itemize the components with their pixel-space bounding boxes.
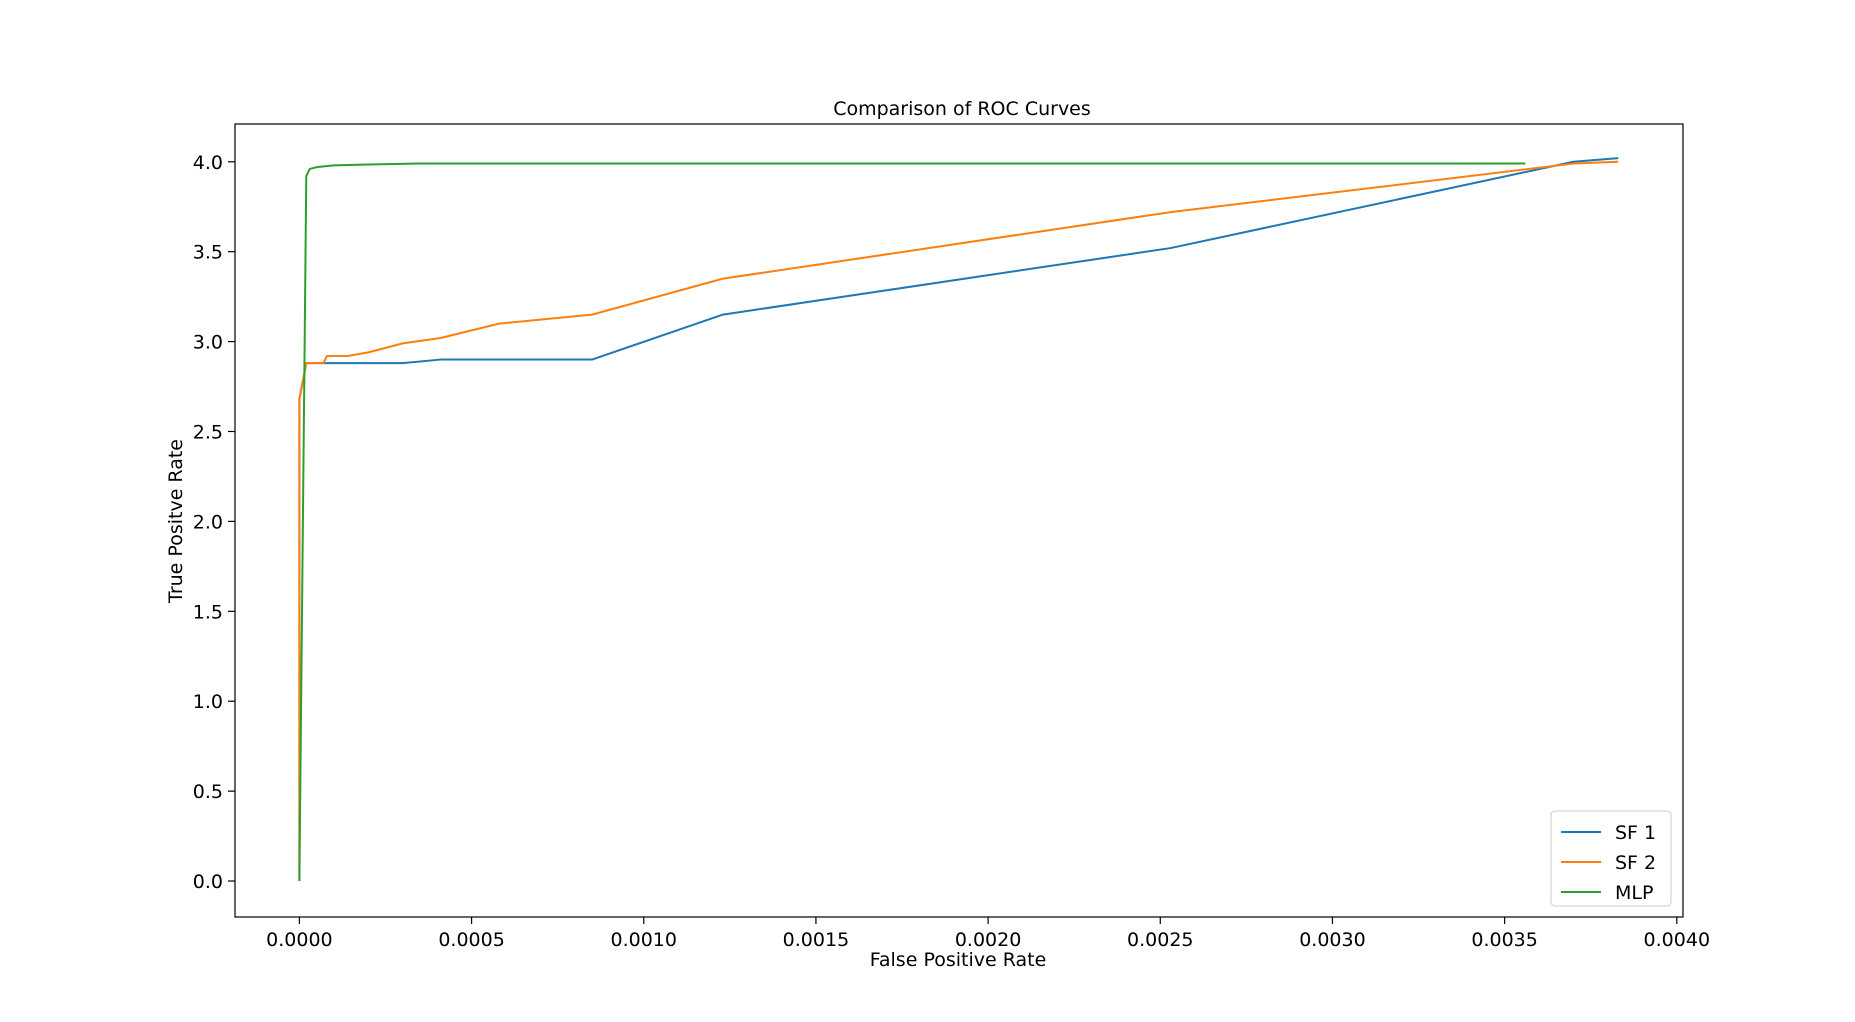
x-tick-label-1: 0.0000 xyxy=(266,929,332,951)
plot-layer xyxy=(298,157,1619,882)
x-tick-label-4: 0.0015 xyxy=(783,929,849,951)
legend-label-2: SF 2 xyxy=(1615,852,1656,874)
ticks-layer: 0.0000 0.0005 0.0010 0.0015 0.0020 0.0025 0.00… xyxy=(193,152,1710,951)
x-tick-label-3: 0.0010 xyxy=(611,929,677,951)
series-line-3 xyxy=(298,162,1526,882)
plot-frame xyxy=(234,123,1684,918)
chart-title: Comparison of ROC Curves xyxy=(833,98,1091,120)
x-tick-label-7: 0.0030 xyxy=(1299,929,1365,951)
y-tick-label-8: 3.5 xyxy=(193,242,223,264)
y-tick-label-5: 2.0 xyxy=(193,511,223,533)
y-tick-label-3: 1.0 xyxy=(193,691,223,713)
y-axis-label: True Positve Rate xyxy=(165,439,187,604)
y-tick-label-1: 0.0 xyxy=(193,871,223,893)
x-tick-label-5: 0.0020 xyxy=(955,929,1021,951)
legend-label-3: MLP xyxy=(1615,882,1653,904)
x-axis-label: False Positive Rate xyxy=(870,949,1047,971)
y-tick-label-6: 2.5 xyxy=(193,421,223,443)
x-tick-label-6: 0.0025 xyxy=(1127,929,1193,951)
legend-box xyxy=(1550,810,1672,907)
series-line-2 xyxy=(298,160,1619,882)
y-tick-label-9: 4.0 xyxy=(193,152,223,174)
x-tick-label-8: 0.0035 xyxy=(1471,929,1537,951)
x-tick-label-9: 0.0040 xyxy=(1644,929,1710,951)
y-tick-label-7: 3.0 xyxy=(193,332,223,354)
y-tick-label-2: 0.5 xyxy=(193,781,223,803)
legend-label-1: SF 1 xyxy=(1615,822,1656,844)
legend: SF 1 SF 2 MLP xyxy=(1550,810,1672,907)
x-tick-label-2: 0.0005 xyxy=(438,929,504,951)
y-tick-label-4: 1.5 xyxy=(193,601,223,623)
